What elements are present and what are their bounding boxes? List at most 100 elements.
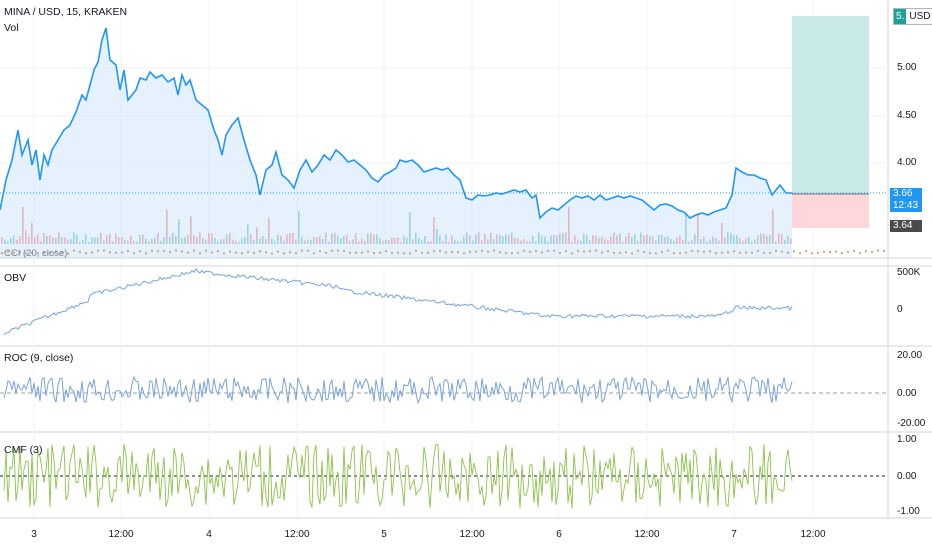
cci-dot <box>126 249 130 253</box>
cci-dot <box>810 252 814 255</box>
cci-dot <box>180 250 184 253</box>
cci-dot <box>102 249 106 252</box>
cci-dot <box>828 251 832 254</box>
cci-dot <box>396 251 400 254</box>
cmf-series <box>0 443 888 509</box>
long-position-tool[interactable] <box>792 16 869 228</box>
cci-dot <box>150 249 154 252</box>
cci-dot <box>564 250 568 253</box>
cci-dot <box>648 252 652 255</box>
time-label: 6 <box>556 529 562 540</box>
cci-dot <box>816 251 820 254</box>
cci-dot <box>624 251 628 254</box>
cci-dot <box>210 251 214 254</box>
cmf-label[interactable]: CMF (3) <box>4 444 43 456</box>
cci-dot <box>84 252 88 255</box>
price-line <box>0 27 792 220</box>
cci-dot <box>786 251 790 254</box>
cci-dot <box>804 249 808 253</box>
cci-dot <box>144 252 148 255</box>
cci-dot <box>312 252 316 255</box>
cci-dot <box>66 252 70 255</box>
cci-dot <box>870 250 874 254</box>
cci-dot <box>708 250 712 253</box>
cci-dot <box>702 250 706 254</box>
cci-series <box>0 249 886 255</box>
cci-dot <box>654 252 658 255</box>
obv-tick: 0 <box>897 304 903 315</box>
cci-dot <box>876 249 880 252</box>
price-tick: 4.00 <box>897 157 917 168</box>
cci-dot <box>516 251 520 255</box>
cci-dot <box>12 251 16 255</box>
time-label: 12:00 <box>634 529 660 540</box>
cci-dot <box>882 249 886 253</box>
currency-label: USD <box>909 11 931 22</box>
cci-dot <box>384 250 388 253</box>
cci-dot <box>252 251 256 255</box>
cci-dot <box>858 252 862 255</box>
cci-dot <box>324 251 328 254</box>
cci-dot <box>444 251 448 254</box>
time-label: 12:00 <box>459 529 485 540</box>
price-area <box>0 28 792 258</box>
cci-dot <box>540 251 544 254</box>
cci-dot <box>30 251 34 255</box>
currency-badge[interactable]: 5. USD <box>893 8 932 25</box>
cci-dot <box>54 250 58 253</box>
roc-tick: 0.00 <box>897 388 917 399</box>
cci-dot <box>336 249 340 252</box>
stop-zone[interactable] <box>792 194 869 228</box>
cci-dot <box>576 249 580 253</box>
cci-dot <box>546 249 550 252</box>
cci-dot <box>714 252 718 255</box>
grid-lines <box>0 0 888 518</box>
cci-dot <box>450 251 454 254</box>
cci-dot <box>0 251 4 255</box>
cci-dot <box>264 251 268 254</box>
last-price-tag: 3.66 <box>890 188 922 200</box>
obv-tick: 500K <box>897 267 921 278</box>
cci-dot <box>438 249 442 253</box>
cci-dot <box>240 252 244 255</box>
cci-dot <box>486 250 490 253</box>
cci-dot <box>162 249 166 253</box>
cci-dot <box>534 249 538 253</box>
cci-dot <box>780 250 784 253</box>
cmf-tick: -1.00 <box>897 506 920 517</box>
symbol-title[interactable]: MINA / USD, 15, KRAKEN <box>4 6 128 18</box>
volume-label[interactable]: Vol <box>4 22 19 34</box>
cci-dot <box>798 252 802 255</box>
cci-dot <box>216 250 220 253</box>
roc-line <box>3 375 793 405</box>
cci-dot <box>234 251 238 254</box>
cci-dot <box>168 250 172 254</box>
target-zone[interactable] <box>792 16 869 194</box>
cci-dot <box>582 250 586 253</box>
cci-dot <box>288 251 292 254</box>
cci-dot <box>138 250 142 253</box>
cci-dot <box>174 249 178 252</box>
roc-label[interactable]: ROC (9, close) <box>4 352 74 364</box>
price-tick: 5.00 <box>897 62 917 73</box>
cci-dot <box>510 252 514 255</box>
cci-dot <box>732 250 736 253</box>
cmf-line <box>3 443 793 509</box>
cci-dot <box>480 249 484 252</box>
cci-dot <box>390 251 394 255</box>
cci-dot <box>204 249 208 252</box>
cci-dot <box>744 251 748 254</box>
cci-label[interactable]: CCI (20, close) <box>4 248 68 259</box>
cci-dot <box>666 249 670 252</box>
cci-dot <box>606 250 610 253</box>
cci-dot <box>792 250 796 253</box>
cci-dot <box>42 251 46 255</box>
cci-dot <box>492 249 496 252</box>
cci-dot <box>756 249 760 252</box>
cci-dot <box>696 250 700 253</box>
cci-dot <box>738 251 742 254</box>
cci-dot <box>48 251 52 254</box>
obv-label[interactable]: OBV <box>4 272 27 284</box>
